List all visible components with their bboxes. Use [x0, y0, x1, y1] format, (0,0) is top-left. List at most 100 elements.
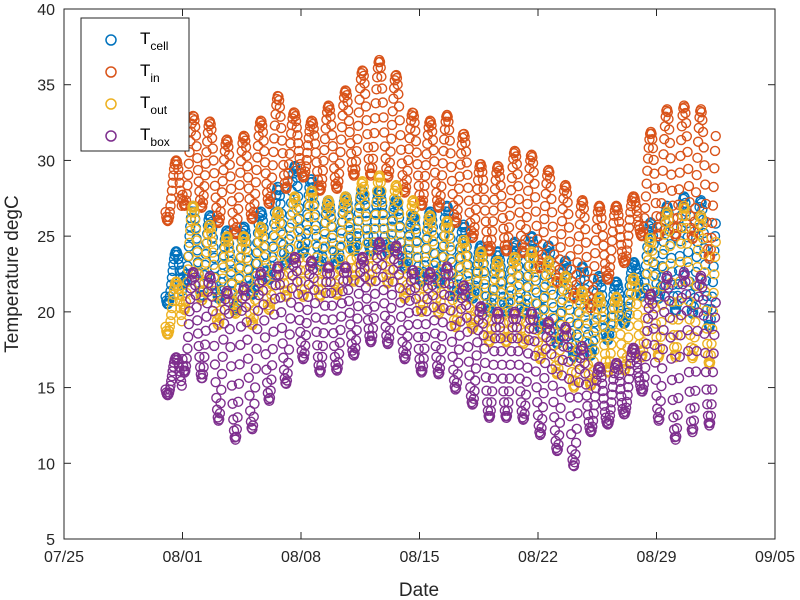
data-point-box	[316, 351, 328, 363]
data-point-box	[401, 340, 412, 352]
data-point-box	[166, 375, 177, 387]
data-point-box	[682, 325, 693, 336]
data-point-in	[497, 212, 508, 224]
data-point-box	[276, 307, 287, 318]
data-point-in	[666, 185, 678, 196]
data-point-box	[256, 268, 267, 280]
data-point-out	[527, 247, 538, 259]
data-point-box	[413, 343, 424, 355]
data-point-in	[573, 231, 585, 242]
data-point-box	[435, 354, 446, 366]
data-point-in	[697, 126, 709, 138]
data-point-in	[621, 245, 633, 256]
data-point-box	[496, 345, 507, 357]
data-point-box	[231, 424, 243, 435]
data-point-box	[175, 375, 187, 387]
data-point-box	[472, 337, 483, 348]
data-point-out	[319, 241, 330, 252]
data-point-out	[410, 223, 422, 235]
data-point-in	[452, 204, 463, 216]
data-point-cell	[209, 252, 220, 264]
data-point-out	[290, 196, 302, 208]
data-point-box	[650, 374, 661, 386]
data-point-in	[639, 212, 650, 224]
data-point-in	[684, 197, 695, 208]
data-point-box	[604, 415, 615, 426]
data-point-in	[613, 210, 624, 221]
legend-label-box-subscript: box	[150, 135, 169, 149]
data-point-in	[538, 226, 549, 238]
data-point-in	[374, 56, 386, 68]
data-point-box	[647, 298, 658, 309]
data-point-in	[241, 150, 252, 162]
data-point-box	[235, 339, 246, 351]
data-point-out	[556, 306, 568, 318]
data-point-out	[677, 210, 688, 222]
data-point-out	[207, 247, 219, 258]
data-point-box	[450, 382, 462, 394]
data-point-box	[444, 290, 456, 302]
data-point-box	[615, 383, 626, 395]
data-point-in	[249, 188, 261, 200]
data-point-box	[621, 396, 633, 408]
data-point-box	[324, 263, 335, 274]
data-point-in	[496, 190, 507, 201]
data-point-out	[668, 341, 680, 353]
data-point-in	[419, 170, 431, 182]
data-point-out	[349, 274, 360, 286]
data-point-box	[313, 360, 324, 371]
data-point-box	[631, 357, 642, 368]
data-point-in	[597, 230, 609, 241]
data-point-box	[191, 302, 202, 313]
data-point-out	[539, 291, 551, 303]
data-point-in	[197, 197, 209, 208]
data-point-box	[190, 290, 202, 301]
data-point-out	[590, 322, 602, 334]
data-point-in	[514, 207, 525, 218]
data-point-in	[705, 244, 717, 255]
data-point-in	[275, 111, 286, 122]
data-point-cell	[437, 241, 448, 252]
data-point-in	[692, 136, 704, 147]
data-point-in	[266, 172, 278, 183]
data-point-box	[570, 449, 581, 460]
data-point-in	[537, 239, 549, 250]
data-point-box	[208, 322, 219, 333]
data-point-box	[489, 333, 501, 344]
data-point-box	[680, 276, 691, 288]
y-tick-label: 15	[37, 381, 55, 398]
data-point-box	[400, 348, 412, 359]
data-point-in	[434, 197, 446, 208]
data-point-box	[281, 375, 293, 386]
data-point-out	[704, 357, 716, 368]
data-point-out	[707, 306, 719, 317]
data-point-out	[462, 270, 473, 282]
data-point-in	[240, 135, 251, 146]
data-point-box	[605, 404, 616, 415]
data-point-in	[682, 146, 693, 158]
data-point-cell	[290, 161, 301, 173]
data-point-in	[324, 104, 336, 116]
data-point-in	[228, 224, 240, 235]
data-point-in	[336, 122, 348, 133]
data-point-box	[630, 352, 642, 363]
data-point-in	[503, 222, 515, 233]
data-point-out	[403, 257, 414, 268]
data-point-box	[481, 385, 492, 396]
data-point-box	[366, 335, 377, 346]
data-point-out	[645, 233, 657, 244]
data-point-out	[612, 296, 623, 307]
data-point-out	[655, 331, 666, 342]
data-point-box	[189, 272, 200, 283]
data-point-in	[242, 161, 253, 172]
data-point-box	[198, 361, 209, 373]
data-point-out	[191, 235, 202, 246]
data-point-box	[215, 398, 226, 409]
data-point-box	[335, 324, 346, 336]
legend-marker-cell	[105, 34, 117, 46]
data-point-box	[292, 288, 304, 300]
data-point-in	[410, 125, 421, 137]
data-point-out	[707, 323, 718, 335]
data-point-in	[190, 130, 202, 141]
data-point-box	[701, 384, 712, 395]
